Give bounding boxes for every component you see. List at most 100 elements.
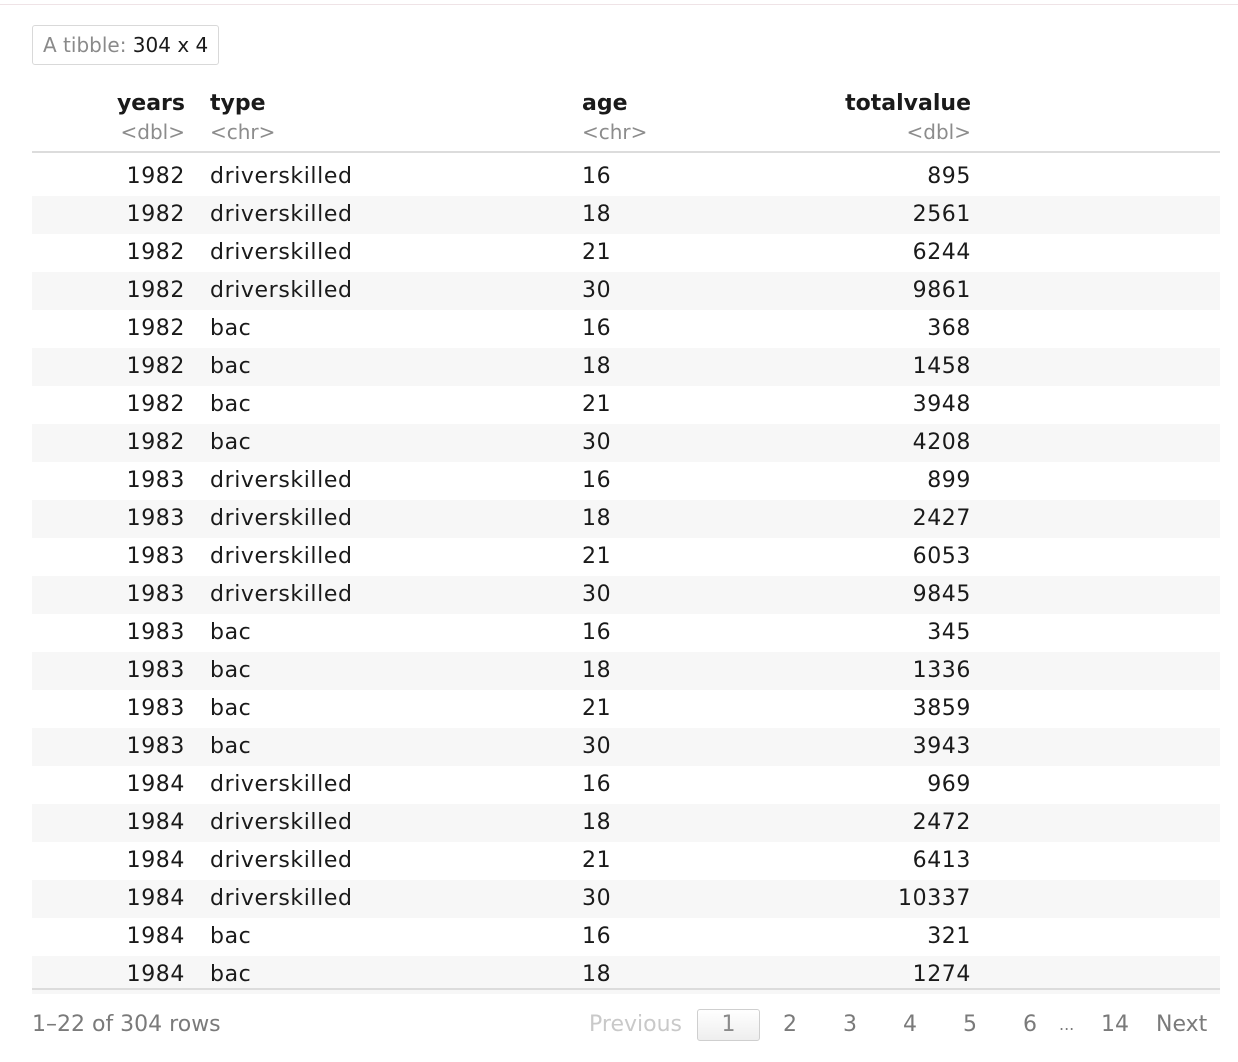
cell-totalvalue: 969: [927, 772, 971, 797]
cell-years: 1982: [126, 240, 185, 265]
cell-years: 1984: [126, 886, 185, 911]
table-row: 1983 bac 16 345: [32, 614, 1220, 652]
cell-type: driverskilled: [210, 506, 353, 531]
cell-age: 16: [582, 164, 612, 189]
cell-age: 18: [582, 506, 612, 531]
table-footer: 1–22 of 304 rows Previous 1 2 3 4 5 6 ..…: [32, 1005, 1220, 1045]
cell-age: 30: [582, 278, 612, 303]
column-header-age[interactable]: age <chr>: [582, 89, 782, 145]
cell-years: 1983: [126, 468, 185, 493]
table-row: 1982 driverskilled 30 9861: [32, 272, 1220, 310]
table-body: 1982 driverskilled 16 895 1982 driverskilled 1…: [32, 158, 1220, 994]
cell-totalvalue: 6053: [912, 544, 971, 569]
page-2-button[interactable]: 2: [783, 1012, 797, 1037]
page-4-button[interactable]: 4: [903, 1012, 917, 1037]
cell-years: 1983: [126, 658, 185, 683]
cell-years: 1983: [126, 620, 185, 645]
cell-age: 30: [582, 582, 612, 607]
cell-type: driverskilled: [210, 848, 353, 873]
column-name: totalvalue: [845, 91, 971, 116]
cell-age: 21: [582, 392, 612, 417]
cell-totalvalue: 9845: [912, 582, 971, 607]
cell-totalvalue: 9861: [912, 278, 971, 303]
cell-type: bac: [210, 354, 252, 379]
tibble-viewer: A tibble: 304 x 4 years <dbl> type <chr>…: [32, 25, 1220, 1041]
column-type: <chr>: [582, 120, 648, 144]
cell-type: driverskilled: [210, 468, 353, 493]
cell-type: driverskilled: [210, 582, 353, 607]
cell-age: 16: [582, 316, 612, 341]
cell-totalvalue: 895: [927, 164, 971, 189]
column-name: years: [116, 91, 185, 116]
cell-totalvalue: 1336: [912, 658, 971, 683]
table-row: 1982 driverskilled 18 2561: [32, 196, 1220, 234]
table-row: 1983 driverskilled 16 899: [32, 462, 1220, 500]
cell-age: 18: [582, 202, 612, 227]
table-row: 1983 driverskilled 21 6053: [32, 538, 1220, 576]
cell-years: 1984: [126, 924, 185, 949]
cell-totalvalue: 2472: [912, 810, 971, 835]
cell-years: 1982: [126, 354, 185, 379]
column-header-years[interactable]: years <dbl>: [32, 89, 185, 145]
cell-age: 21: [582, 544, 612, 569]
column-type: <dbl>: [906, 120, 971, 144]
cell-years: 1982: [126, 316, 185, 341]
cell-age: 18: [582, 658, 612, 683]
table-row: 1984 bac 16 321: [32, 918, 1220, 956]
cell-age: 30: [582, 430, 612, 455]
cell-years: 1983: [126, 506, 185, 531]
column-type: <chr>: [210, 120, 276, 144]
cell-type: bac: [210, 924, 252, 949]
tibble-label: A tibble:: [43, 33, 127, 57]
cell-type: driverskilled: [210, 810, 353, 835]
cell-totalvalue: 3948: [912, 392, 971, 417]
cell-totalvalue: 6244: [912, 240, 971, 265]
cell-age: 18: [582, 354, 612, 379]
cell-type: bac: [210, 392, 252, 417]
cell-years: 1984: [126, 848, 185, 873]
page-3-button[interactable]: 3: [843, 1012, 857, 1037]
table-row: 1982 bac 21 3948: [32, 386, 1220, 424]
cell-years: 1982: [126, 202, 185, 227]
column-name: type: [210, 91, 266, 116]
cell-age: 18: [582, 962, 612, 987]
cell-type: bac: [210, 620, 252, 645]
cell-totalvalue: 1274: [912, 962, 971, 987]
table-row: 1983 bac 30 3943: [32, 728, 1220, 766]
table-row: 1984 driverskilled 21 6413: [32, 842, 1220, 880]
cell-totalvalue: 2561: [912, 202, 971, 227]
cell-totalvalue: 3943: [912, 734, 971, 759]
table-row: 1984 driverskilled 30 10337: [32, 880, 1220, 918]
tibble-dims: 304 x 4: [132, 33, 209, 57]
cell-type: driverskilled: [210, 544, 353, 569]
cell-type: bac: [210, 316, 252, 341]
cell-totalvalue: 6413: [912, 848, 971, 873]
table-row: 1982 bac 30 4208: [32, 424, 1220, 462]
column-name: age: [582, 91, 628, 116]
page-5-button[interactable]: 5: [963, 1012, 977, 1037]
table-bottom-divider: [32, 988, 1220, 990]
cell-totalvalue: 321: [927, 924, 971, 949]
cell-age: 21: [582, 240, 612, 265]
column-header-totalvalue[interactable]: totalvalue <dbl>: [732, 89, 971, 145]
cell-type: driverskilled: [210, 278, 353, 303]
cell-age: 16: [582, 620, 612, 645]
page-6-button[interactable]: 6: [1023, 1012, 1037, 1037]
cell-totalvalue: 368: [927, 316, 971, 341]
cell-type: bac: [210, 696, 252, 721]
rows-info: 1–22 of 304 rows: [32, 1012, 221, 1037]
cell-totalvalue: 4208: [912, 430, 971, 455]
cell-age: 21: [582, 848, 612, 873]
cell-age: 18: [582, 810, 612, 835]
page-1-button[interactable]: 1: [697, 1009, 760, 1041]
cell-type: bac: [210, 658, 252, 683]
page-14-button[interactable]: 14: [1101, 1012, 1129, 1037]
cell-years: 1983: [126, 582, 185, 607]
table-row: 1984 driverskilled 16 969: [32, 766, 1220, 804]
previous-button[interactable]: Previous: [589, 1012, 682, 1037]
cell-age: 30: [582, 734, 612, 759]
cell-years: 1984: [126, 772, 185, 797]
column-header-type[interactable]: type <chr>: [210, 89, 570, 145]
next-button[interactable]: Next: [1156, 1012, 1208, 1037]
table-row: 1982 bac 16 368: [32, 310, 1220, 348]
